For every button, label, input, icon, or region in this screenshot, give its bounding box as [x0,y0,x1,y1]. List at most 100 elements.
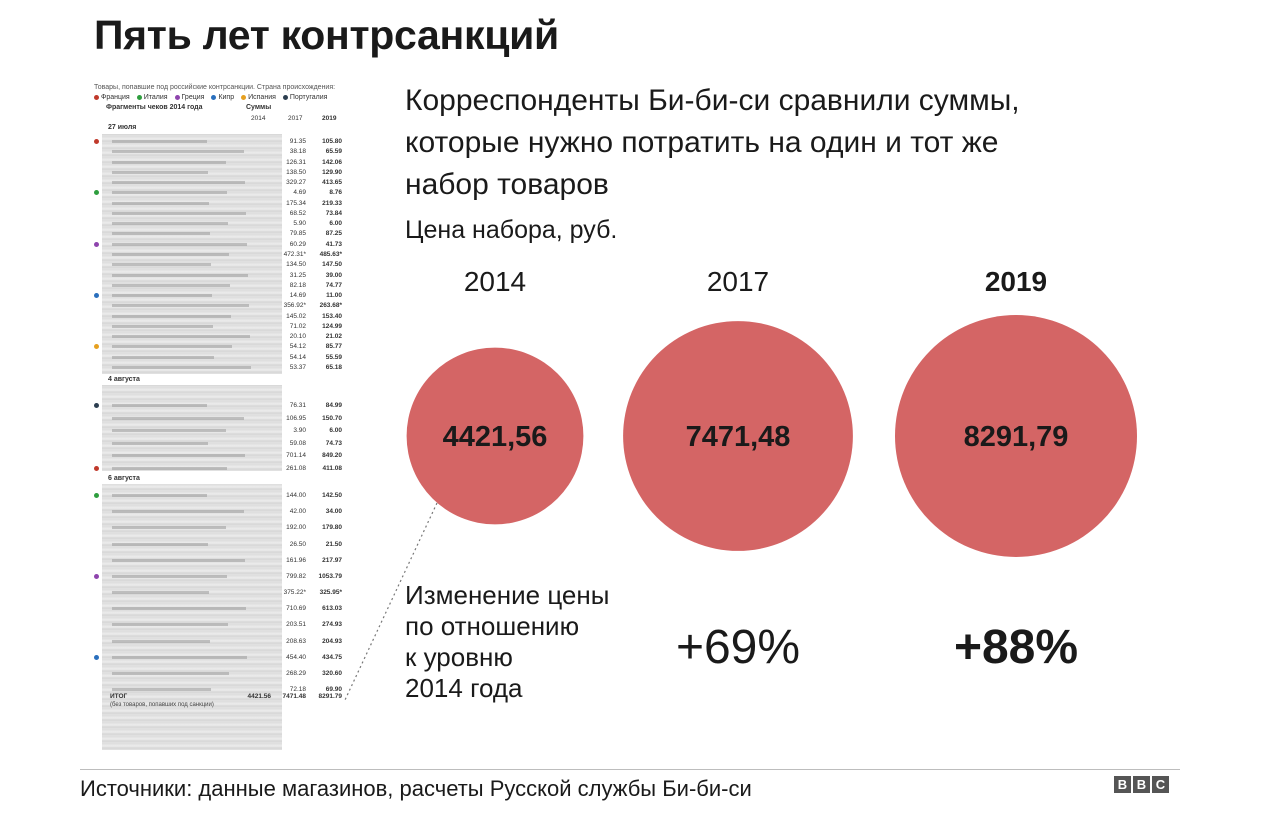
receipt-total-note: (без товаров, попавших под санкции) [110,702,214,708]
receipt-item-blurred [112,191,227,195]
bubble-value-label: 7471,48 [686,421,791,453]
receipt-value-2017: 5.90 [293,220,306,228]
receipt-value-2017: 91.35 [289,138,306,145]
receipt-value-2017: 20.10 [289,333,306,341]
receipt-value-2017: 208.63 [286,637,306,645]
legend-dot-icon [211,94,217,100]
receipt-item-blurred [112,467,227,470]
receipt-legend-label: Португалия [289,94,328,101]
bubble-2017 [623,321,853,551]
receipt-value-2017: 710.69 [286,605,306,613]
receipt-value-2019: 325.95* [319,589,342,596]
receipt-value-2017: 106.95 [286,414,306,422]
bbc-logo-letter: B [1133,776,1150,793]
receipt-value-2017: 268.29 [286,669,306,677]
bbc-logo-letter: C [1152,776,1169,793]
receipt-col-2017: 2017 [288,115,303,122]
country-marker-icon [94,344,99,350]
receipt-legend-item: Франция [94,94,130,101]
receipt-legend-label: Италия [143,94,168,101]
receipt-legend-item: Испания [241,94,276,101]
receipt-value-2019: 485.63* [319,251,342,258]
legend-dot-icon [136,94,142,100]
receipt-item-blurred [112,355,214,359]
receipt-value-2019: 55.59 [325,353,342,361]
receipt-legend-label: Испания [248,94,276,101]
receipt-value-2017: 79.85 [289,230,306,238]
receipt-total-label: ИТОГ [110,693,128,700]
country-marker-icon [94,573,99,579]
receipt-value-2017: 175.34 [286,199,306,207]
receipt-value-2017: 799.82 [286,572,306,580]
receipt-item-blurred [112,366,251,369]
receipt-item-blurred [112,211,246,215]
receipt-value-2017: 72.18 [289,686,306,693]
receipt-value-2019: 34.00 [325,508,342,516]
receipt-item-blurred [112,655,247,659]
receipt-value-2017: 31.25 [289,271,306,279]
receipt-value-2017: 454.40 [286,653,306,661]
country-marker-icon [94,139,99,144]
receipt-value-2019: 6.00 [329,220,342,228]
change-label-line: 2014 года [405,673,523,703]
receipt-value-2017: 144.00 [286,492,306,499]
receipt-value-2019: 849.20 [322,452,342,460]
receipt-total-2017: 7471.48 [282,693,307,700]
receipt-item-blurred [112,335,250,339]
bubble-2014 [406,347,584,525]
page-title: Пять лет контрсанкций [94,12,559,58]
receipt-value-2017: 82.18 [289,281,306,289]
country-marker-icon [94,654,99,660]
receipt-legend: Франция Италия Греция Кипр Испания Португалия [94,94,334,101]
receipt-total-2014: 4421.56 [247,693,272,700]
receipt-value-2019: 21.02 [325,333,342,341]
receipt-item-blurred [112,232,210,236]
receipt-item-blurred [112,273,248,277]
receipt-item-blurred [112,404,207,407]
receipt-item-blurred [112,591,209,594]
change-value-2017: +69% [675,621,801,674]
receipt-item-blurred [112,558,245,562]
chart-subtitle: Цена набора, руб. [405,216,618,244]
receipt-value-2017: 126.31 [286,158,306,166]
receipt-value-2019: 320.60 [322,669,342,677]
receipt-value-2017: 53.37 [289,364,306,371]
bubble-2019 [895,315,1137,557]
receipt-value-2017: 203.51 [286,621,306,629]
receipt-value-2019: 613.03 [322,605,342,613]
receipt-col-2014: 2014 [251,115,266,122]
receipt-value-2019: 65.18 [325,364,342,371]
receipt-value-2017: 76.31 [289,402,306,409]
receipt-value-2019: 129.90 [322,168,342,176]
receipt-legend-label: Кипр [218,94,235,101]
receipt-item-blurred [112,345,232,349]
receipt-legend-item: Португалия [282,94,328,101]
legend-dot-icon [241,94,247,100]
receipt-value-2019: 150.70 [322,414,342,422]
receipt-value-2019: 124.99 [322,322,342,330]
receipt-value-2017: 161.96 [286,556,306,564]
receipt-value-2019: 6.00 [329,427,342,435]
receipt-value-2017: 261.08 [286,465,306,472]
receipt-value-2017: 134.50 [286,261,306,269]
receipt-item-blurred [112,160,226,164]
receipt-value-2019: 204.93 [322,637,342,645]
legend-dot-icon [174,94,180,100]
receipt-value-2019: 142.50 [322,492,342,499]
receipt-item-blurred [112,263,211,267]
receipt-item-blurred [112,140,207,143]
receipt-value-2019: 8.76 [329,189,342,197]
receipt-value-2019: 153.40 [322,312,342,320]
receipt-value-2019: 219.33 [322,199,342,207]
receipt-value-2019: 147.50 [322,261,342,269]
receipt-value-2019: 74.73 [325,439,342,447]
receipt-legend-label: Франция [101,94,130,101]
legend-dot-icon [282,94,288,100]
receipt-value-2019: 69.90 [325,686,342,693]
receipt-value-2019: 105.80 [322,138,342,145]
receipt-item-blurred [112,150,244,154]
bubble-value-label: 4421,56 [443,421,548,453]
receipt-item-blurred [112,574,227,578]
change-label-line: Изменение цены [405,580,610,610]
bubble-value-label: 8291,79 [964,421,1069,453]
